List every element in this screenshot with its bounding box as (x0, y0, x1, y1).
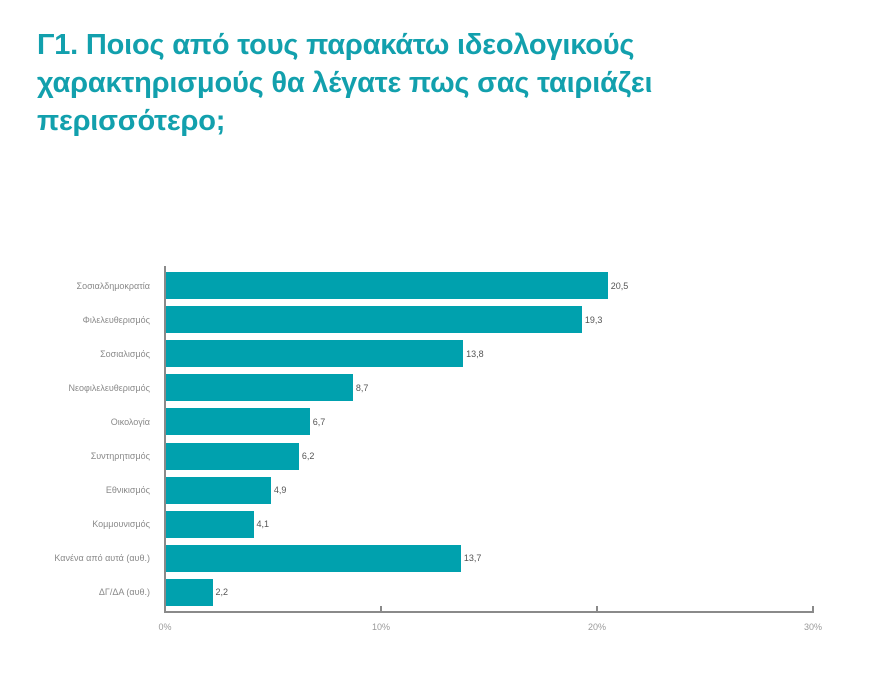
bar (166, 544, 461, 572)
x-tick (812, 606, 814, 612)
x-tick (380, 606, 382, 612)
chart-title: Γ1. Ποιος από τους παρακάτω ιδεολογικούς… (37, 29, 653, 137)
y-axis (164, 266, 166, 612)
value-label: 6,7 (312, 416, 326, 427)
value-label: 4,9 (273, 485, 287, 496)
x-tick-label: 20% (587, 622, 606, 632)
value-label: 13,8 (466, 348, 484, 359)
x-tick-label: 30% (803, 622, 822, 632)
bar (166, 510, 254, 538)
bar (166, 442, 299, 470)
x-axis (164, 611, 814, 613)
category-label: Εθνικισμός (105, 485, 150, 496)
value-label: 13,7 (463, 553, 482, 564)
bar (166, 476, 271, 504)
category-label: Οικολογία (110, 416, 150, 427)
category-label: Σοσιαλισμός (100, 348, 150, 359)
bar (166, 374, 353, 402)
x-tick (596, 606, 598, 612)
category-label: Φιλελευθερισμός (82, 314, 150, 325)
category-label: ΔΓ/ΔΑ (αυθ.) (98, 587, 150, 598)
bar (166, 306, 582, 334)
category-label: Κανένα από αυτά (αυθ.) (54, 553, 150, 564)
bar (166, 408, 310, 436)
x-tick-label: 0% (158, 622, 172, 632)
x-tick-label: 10% (371, 622, 390, 632)
bar (166, 340, 464, 368)
category-label: Συντηρητισμός (90, 451, 150, 461)
value-label: 2,2 (215, 587, 229, 598)
bar (166, 578, 213, 606)
value-label: 6,2 (301, 451, 315, 461)
value-label: 4,1 (256, 519, 270, 530)
value-label: 20,5 (610, 280, 629, 291)
value-label: 19,3 (584, 314, 603, 325)
category-label: Κομμουνισμός (92, 519, 150, 530)
bar (166, 272, 608, 299)
category-label: Νεοφιλελευθερισμός (68, 382, 150, 393)
category-label: Σοσιαλδημοκρατία (76, 280, 150, 291)
value-label: 8,7 (355, 382, 369, 393)
